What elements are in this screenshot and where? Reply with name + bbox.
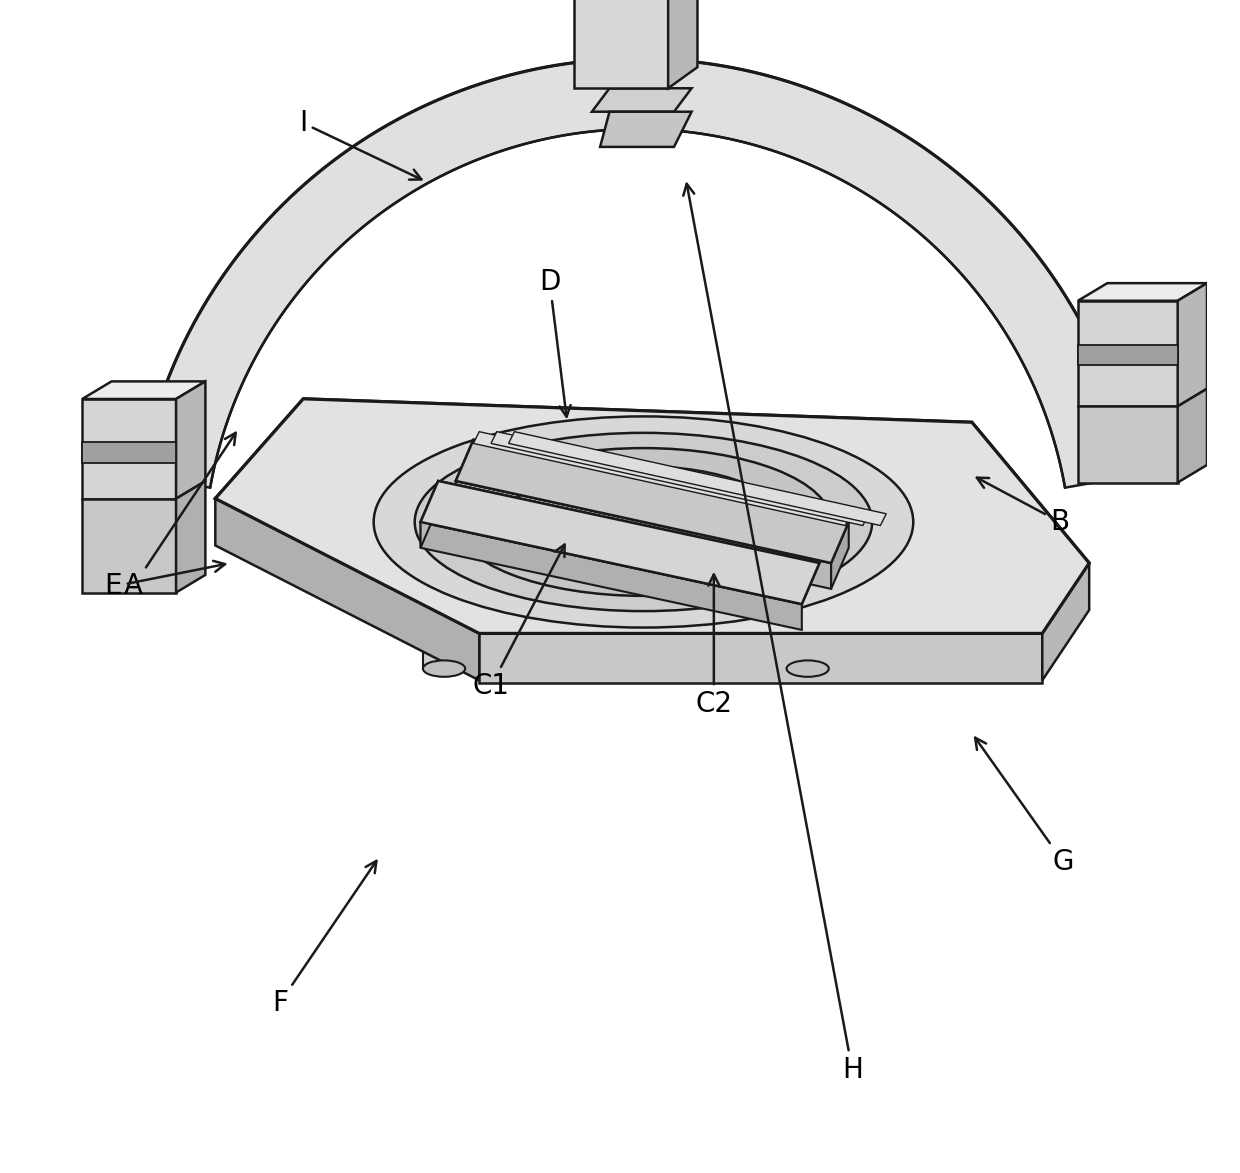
Polygon shape: [216, 399, 1089, 633]
Ellipse shape: [502, 466, 784, 577]
Polygon shape: [420, 481, 820, 604]
Polygon shape: [176, 481, 206, 592]
Text: D: D: [539, 267, 570, 416]
Polygon shape: [1178, 283, 1207, 406]
Polygon shape: [1078, 345, 1178, 365]
Polygon shape: [82, 499, 176, 592]
Polygon shape: [574, 0, 668, 88]
Polygon shape: [474, 432, 851, 526]
Text: F: F: [272, 861, 377, 1017]
Polygon shape: [600, 111, 692, 147]
Ellipse shape: [423, 660, 465, 677]
Polygon shape: [82, 442, 176, 463]
Polygon shape: [786, 481, 828, 669]
Ellipse shape: [373, 416, 913, 628]
Polygon shape: [423, 481, 465, 669]
Text: H: H: [683, 184, 863, 1084]
Polygon shape: [420, 481, 820, 604]
Polygon shape: [216, 499, 479, 680]
Polygon shape: [141, 59, 1135, 488]
Polygon shape: [456, 440, 848, 563]
Polygon shape: [491, 432, 869, 526]
Polygon shape: [82, 399, 176, 499]
Polygon shape: [420, 522, 802, 630]
Polygon shape: [508, 432, 887, 526]
Text: C1: C1: [472, 544, 564, 700]
Polygon shape: [176, 381, 206, 499]
Polygon shape: [591, 88, 692, 111]
Polygon shape: [216, 399, 1089, 633]
Text: G: G: [975, 738, 1074, 876]
Text: C2: C2: [696, 575, 733, 718]
Polygon shape: [82, 381, 206, 399]
Polygon shape: [1078, 300, 1178, 406]
Polygon shape: [1178, 388, 1207, 482]
Polygon shape: [1078, 283, 1207, 300]
Polygon shape: [456, 440, 848, 563]
Polygon shape: [420, 481, 438, 548]
Text: E: E: [104, 561, 226, 601]
Polygon shape: [831, 522, 848, 589]
Ellipse shape: [456, 448, 831, 596]
Text: B: B: [977, 477, 1069, 536]
Ellipse shape: [414, 433, 872, 611]
Ellipse shape: [423, 473, 465, 489]
Text: A: A: [124, 433, 236, 601]
Text: I: I: [299, 109, 422, 179]
Polygon shape: [1043, 563, 1089, 680]
Ellipse shape: [786, 473, 828, 489]
Ellipse shape: [786, 660, 828, 677]
Polygon shape: [456, 481, 831, 589]
Polygon shape: [668, 0, 697, 88]
Polygon shape: [479, 633, 1043, 683]
Polygon shape: [1078, 406, 1178, 482]
